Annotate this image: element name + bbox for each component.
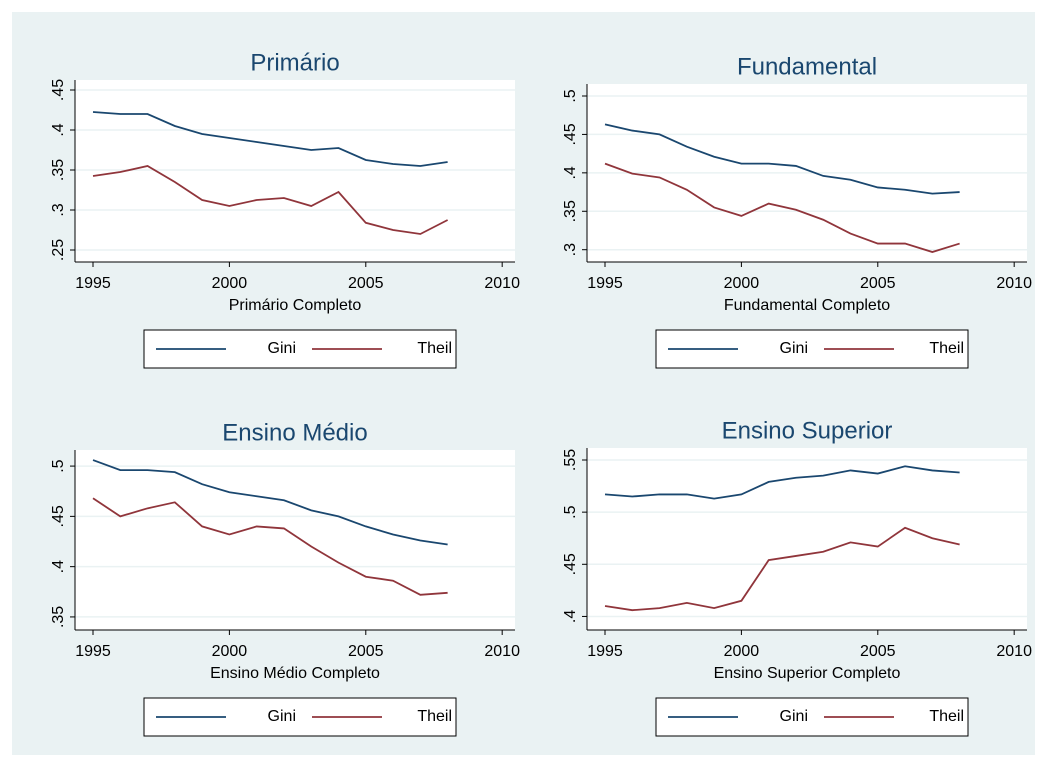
plot-region xyxy=(75,80,515,262)
y-tick-label: .5 xyxy=(562,89,579,102)
y-tick-label: .25 xyxy=(50,239,67,261)
series-line xyxy=(604,123,960,195)
x-tick-label: 2005 xyxy=(348,275,384,292)
series-line xyxy=(604,526,960,612)
series-line xyxy=(604,465,960,500)
panel-title: Primário xyxy=(250,49,339,76)
legend-label: Gini xyxy=(780,340,808,357)
x-tick-label: 1995 xyxy=(75,275,111,292)
x-tick-label: 2005 xyxy=(348,643,384,660)
y-tick-label: .35 xyxy=(50,159,67,181)
x-tick-label: 2010 xyxy=(996,275,1032,292)
x-tick-label: 2010 xyxy=(484,643,520,660)
y-tick-label: .4 xyxy=(562,166,579,179)
y-tick-label: .4 xyxy=(50,123,67,136)
series-line xyxy=(92,111,448,167)
x-axis-label: Primário Completo xyxy=(229,297,362,314)
series-line xyxy=(92,497,448,596)
x-tick-label: 2000 xyxy=(724,643,760,660)
plot-region xyxy=(587,448,1027,630)
series-line xyxy=(604,162,960,253)
legend-label: Gini xyxy=(268,708,296,725)
y-tick-label: .45 xyxy=(562,123,579,145)
y-tick-label: .3 xyxy=(562,243,579,256)
x-tick-label: 1995 xyxy=(587,275,623,292)
y-tick-label: .4 xyxy=(50,560,67,573)
legend-label: Theil xyxy=(417,708,452,725)
x-tick-label: 2005 xyxy=(860,275,896,292)
y-tick-label: .5 xyxy=(562,505,579,518)
x-tick-label: 2005 xyxy=(860,643,896,660)
legend-label: Gini xyxy=(780,708,808,725)
series-line xyxy=(92,165,449,235)
x-tick-label: 1995 xyxy=(587,643,623,660)
x-axis-label: Fundamental Completo xyxy=(724,297,890,314)
x-axis-label: Ensino Superior Completo xyxy=(714,665,901,682)
x-tick-label: 2010 xyxy=(996,643,1032,660)
legend-label: Theil xyxy=(929,340,964,357)
y-tick-label: .35 xyxy=(562,200,579,222)
legend-label: Theil xyxy=(929,708,964,725)
series-line xyxy=(92,459,448,546)
panel-title: Ensino Superior xyxy=(722,417,893,444)
x-tick-label: 2000 xyxy=(724,275,760,292)
x-tick-label: 2000 xyxy=(212,275,248,292)
y-tick-label: .55 xyxy=(562,449,579,471)
legend-label: Gini xyxy=(268,340,296,357)
x-axis-label: Ensino Médio Completo xyxy=(210,665,380,682)
y-tick-label: .4 xyxy=(562,610,579,623)
panel-title: Fundamental xyxy=(737,53,877,80)
plot-region xyxy=(75,450,515,630)
y-tick-label: .5 xyxy=(50,459,67,472)
y-tick-label: .45 xyxy=(50,79,67,101)
legend-label: Theil xyxy=(417,340,452,357)
y-tick-label: .45 xyxy=(50,505,67,527)
panel-title: Ensino Médio xyxy=(222,419,367,446)
y-tick-label: .3 xyxy=(50,203,67,216)
x-tick-label: 2000 xyxy=(212,643,248,660)
x-tick-label: 2010 xyxy=(484,275,520,292)
y-tick-label: .35 xyxy=(50,606,67,628)
x-tick-label: 1995 xyxy=(75,643,111,660)
y-tick-label: .45 xyxy=(562,553,579,575)
